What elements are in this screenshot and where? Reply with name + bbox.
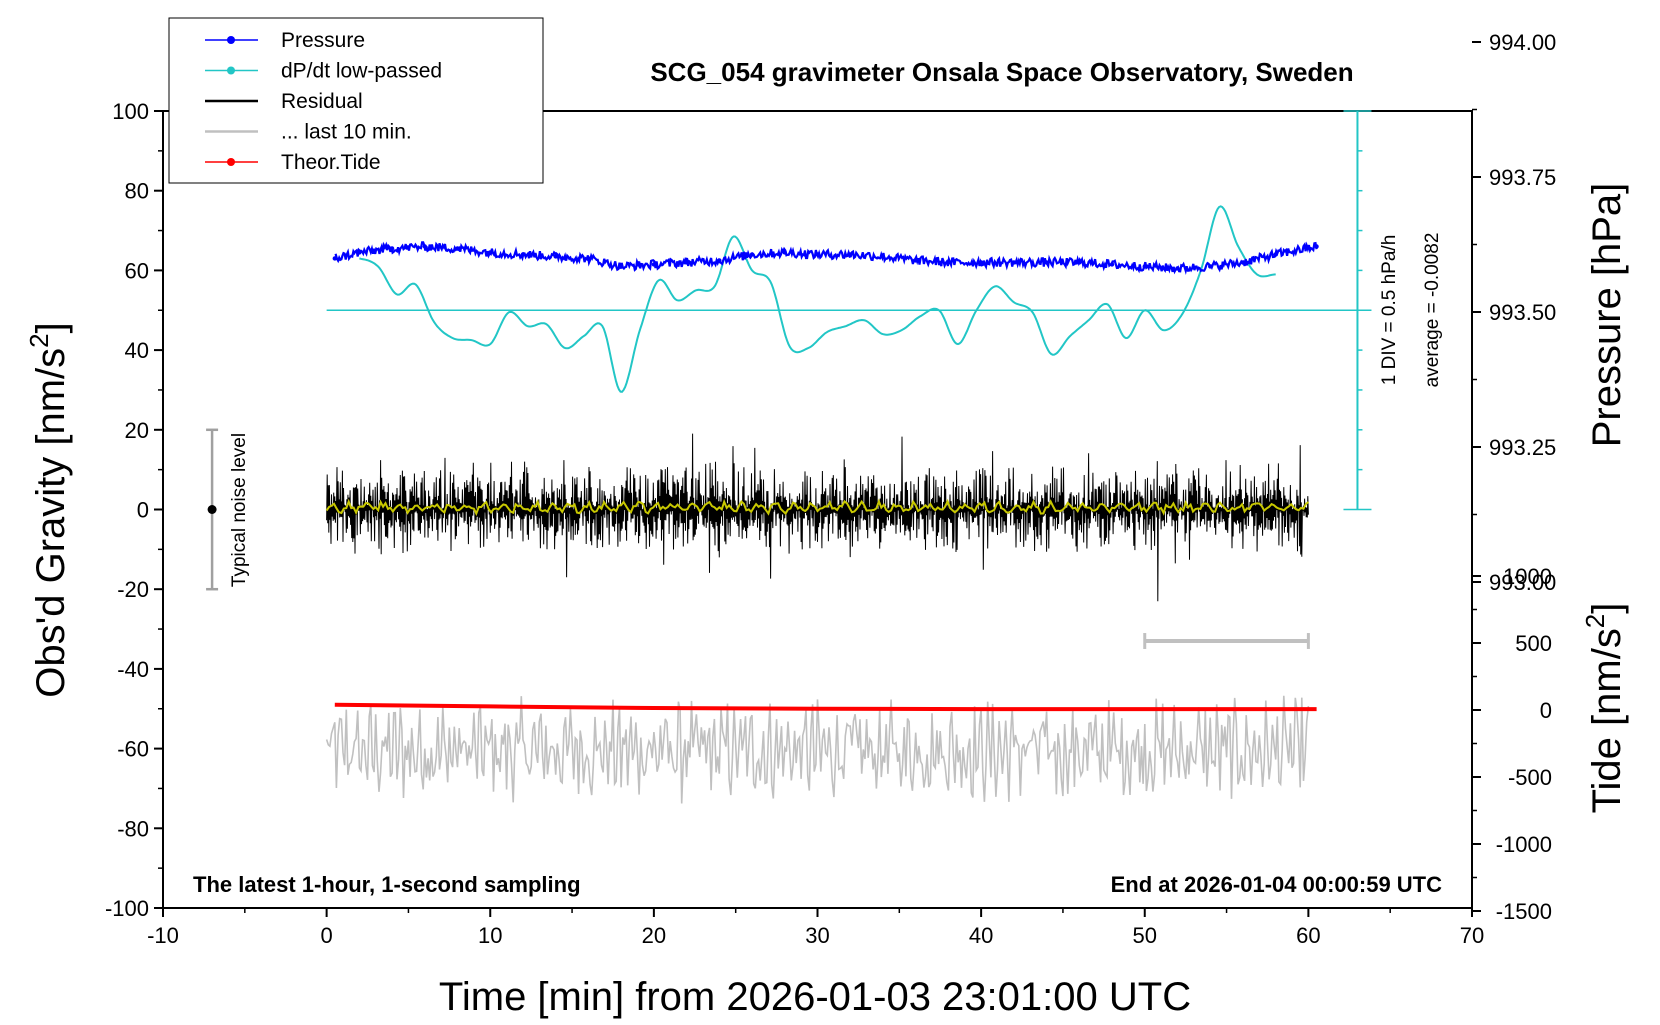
dpdt-scale-label: 1 DIV = 0.5 hPa/h [1379,235,1400,386]
pressure-point [1273,252,1278,257]
pressure-point [618,264,624,269]
y-axis-label-tide-sup: 2 [1580,614,1610,628]
pressure-tick-label: 993.00 [1489,570,1556,595]
tide-tick-label: -500 [1508,765,1552,790]
legend: Pressure dP/dt low-passed Residual ... last… [168,17,544,184]
pressure-point [488,250,493,255]
pressure-point [520,252,526,257]
series-dpdt-lowpassed [359,205,1276,393]
y-tick-label: 100 [112,99,149,124]
pressure-point [1044,260,1049,265]
pressure-point [978,260,984,265]
pressure-point [717,258,722,263]
series-residual-lowpass [325,498,1310,517]
pressure-point [1208,264,1213,269]
series-theoretical-tide [334,702,1317,712]
pressure-point [880,254,886,259]
series-last-10-min [325,695,1310,804]
pressure-point [553,254,558,259]
y-axis-label-left: Obs'd Gravity [nm/s2] [24,322,73,698]
pressure-point [1240,260,1246,265]
pressure-point [422,244,427,249]
pressure-point [1142,264,1147,269]
pressure-point [684,260,689,265]
pressure-point [651,262,657,267]
pressure-point [1314,244,1319,249]
y-tick-label: -20 [117,577,149,602]
y-tick-label: 80 [125,179,149,204]
x-tick-label: 50 [1133,923,1157,948]
y-tick-label: -60 [117,737,149,762]
y-tick-label: -40 [117,657,149,682]
legend-swatch-marker [227,36,235,44]
y-axis-label-left-sup: 2 [24,333,54,347]
x-tick-label: 60 [1296,923,1320,948]
pressure-point [332,256,338,261]
pressure-point [782,250,787,255]
x-tick-label: 30 [805,923,829,948]
y-axis-label-tide-tail: ] [1585,603,1629,614]
legend-swatch-marker [227,66,235,75]
legend-label: Theor.Tide [281,151,381,174]
noise-level-point [207,505,217,514]
y-axis-label-pressure: Pressure [hPa] [1585,183,1629,448]
y-tick-label: -100 [105,896,149,921]
pressure-point [1109,262,1115,267]
bottom-right-note: End at 2026-01-04 00:00:59 UTC [1111,872,1442,897]
pressure-tick-label: 993.25 [1489,435,1556,460]
y-tick-label: 20 [125,418,149,443]
legend-label: ... last 10 min. [281,121,412,144]
bottom-left-note: The latest 1-hour, 1-second sampling [193,872,581,897]
x-axis-label: Time [min] from 2026-01-03 23:01:00 UTC [439,975,1191,1019]
x-tick-label: 10 [478,923,502,948]
pressure-point [586,256,591,261]
y-tick-label: 60 [125,258,149,283]
tide-tick-label: -1000 [1496,832,1552,857]
pressure-point [357,250,362,255]
x-tick-label: -10 [147,923,179,948]
legend-label: Residual [281,90,363,113]
legend-label: dP/dt low-passed [281,60,442,83]
pressure-point [1011,260,1017,265]
pressure-point [1175,266,1180,271]
pressure-point [913,258,918,263]
tide-tick-label: 500 [1515,631,1552,656]
pressure-point [848,252,853,257]
dpdt-average-label: average = -0.0082 [1422,233,1443,388]
pressure-tick-label: 994.00 [1489,30,1556,55]
legend-label: Pressure [281,29,365,52]
y-axis-label-tide: Tide [nm/s2] [1580,603,1629,814]
x-tick-label: 0 [321,923,333,948]
y-tick-label: -80 [117,816,149,841]
pressure-tick-label: 993.50 [1489,300,1556,325]
pressure-point [749,252,755,257]
chart-title: SCG_054 gravimeter Onsala Space Observat… [650,57,1353,87]
tide-tick-label: 0 [1540,698,1552,723]
y-axis-label-left-tail: ] [29,322,73,333]
series-residual [326,433,1309,602]
pressure-point [389,246,395,251]
pressure-point [815,252,820,257]
x-tick-label: 20 [642,923,666,948]
series-pressure [334,241,1318,276]
pressure-tick-label: 993.75 [1489,165,1556,190]
tide-tick-label: 1000 [1503,564,1552,589]
x-tick-label: 70 [1460,923,1484,948]
x-tick-label: 40 [969,923,993,948]
pressure-point [946,260,951,265]
noise-level-label: Typical noise level [229,433,250,587]
pressure-point [1077,260,1082,265]
pressure-point [455,246,460,251]
legend-swatch-marker [227,158,235,166]
y-tick-label: 40 [125,338,149,363]
y-tick-label: 0 [137,498,149,523]
tide-tick-label: -1500 [1496,899,1552,924]
